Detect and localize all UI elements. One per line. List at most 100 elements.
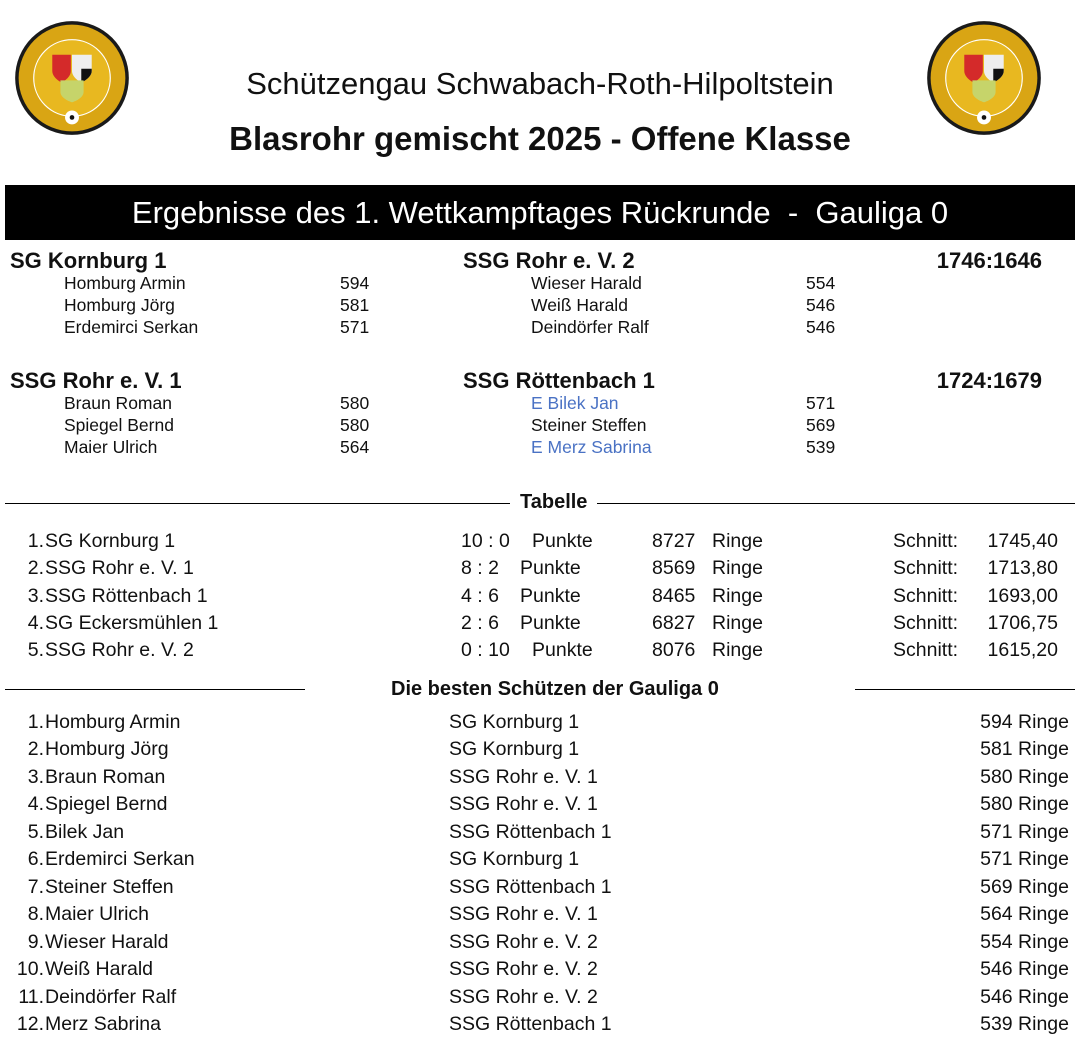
shooter-name: Spiegel Bernd xyxy=(45,793,168,816)
average-label: Schnitt: xyxy=(893,530,959,552)
player-name: E Bilek Jan xyxy=(531,393,619,413)
club-name: SSG Röttenbach 1 xyxy=(449,820,612,843)
player-score: 564 xyxy=(340,437,370,457)
player-score: 594 xyxy=(340,273,370,293)
table-row: 3. Braun Roman SSG Rohr e. V. 1 580 Ringe xyxy=(0,766,1080,793)
club-name: SG Kornburg 1 xyxy=(449,711,580,733)
rings: 554 Ringe xyxy=(980,930,1069,953)
player-name: E Merz Sabrina xyxy=(531,437,652,457)
rings: 8569 xyxy=(652,557,696,580)
club-logo-left xyxy=(15,21,129,135)
player-name: Steiner Steffen xyxy=(531,415,647,435)
average-label: Schnitt: xyxy=(893,557,959,580)
club-name: SSG Rohr e. V. 1 xyxy=(449,793,598,816)
home-team-name: SG Kornburg 1 xyxy=(10,248,167,273)
shooter-name: Steiner Steffen xyxy=(45,875,174,898)
table-row: 11. Deindörfer Ralf SSG Rohr e. V. 2 546 Ri… xyxy=(0,986,1080,1013)
team-name: SSG Rohr e. V. 2 xyxy=(45,639,194,662)
player-score: 554 xyxy=(806,273,836,293)
rings: 8465 xyxy=(652,584,696,607)
table-row: 8. Maier Ulrich SSG Rohr e. V. 1 564 Ringe xyxy=(0,903,1080,930)
team-name: SSG Rohr e. V. 1 xyxy=(45,557,194,580)
rings: 569 Ringe xyxy=(980,875,1069,898)
table-heading: Tabelle xyxy=(510,491,598,514)
club-name: SSG Rohr e. V. 2 xyxy=(449,985,598,1008)
average-label: Schnitt: xyxy=(893,639,959,662)
player-score: 580 xyxy=(340,415,370,435)
shooter-name: Merz Sabrina xyxy=(45,1012,161,1035)
player-name: Homburg Armin xyxy=(64,273,186,293)
rings: 580 Ringe xyxy=(980,765,1069,788)
player-name: Maier Ulrich xyxy=(64,437,158,457)
rings: 546 Ringe xyxy=(980,958,1069,981)
points-label: Punkte xyxy=(532,530,593,552)
club-name: SG Kornburg 1 xyxy=(449,738,580,761)
rank: 1. xyxy=(27,530,44,552)
rank: 12. xyxy=(16,1012,44,1035)
player-score: 569 xyxy=(806,415,836,435)
rings-label: Ringe xyxy=(712,639,763,662)
average: 1713,80 xyxy=(987,557,1059,580)
best-shooters-heading: Die besten Schützen der Gauliga 0 xyxy=(381,678,729,701)
rank: 7. xyxy=(27,875,44,898)
rank: 9. xyxy=(27,930,44,953)
table-row: 6. Erdemirci Serkan SG Kornburg 1 571 Ringe xyxy=(0,848,1080,875)
points: 8 : 2 xyxy=(461,557,499,580)
points-label: Punkte xyxy=(520,611,581,634)
shooter-name: Maier Ulrich xyxy=(45,903,150,926)
rings: 546 Ringe xyxy=(980,985,1069,1008)
rank: 10. xyxy=(16,958,44,981)
rings: 8076 xyxy=(652,639,696,662)
rings-label: Ringe xyxy=(712,557,763,580)
club-name: SSG Rohr e. V. 1 xyxy=(449,903,598,926)
club-name: SSG Röttenbach 1 xyxy=(449,1012,612,1035)
points: 2 : 6 xyxy=(461,611,499,634)
rings: 539 Ringe xyxy=(980,1012,1069,1035)
rank: 8. xyxy=(27,903,44,926)
rings: 571 Ringe xyxy=(980,820,1069,843)
rank: 4. xyxy=(27,611,44,634)
table-row: 2. SSG Rohr e. V. 1 8 : 2 Punkte 8569 Ringe Sc… xyxy=(0,557,1080,584)
average-label: Schnitt: xyxy=(893,611,959,634)
away-team-name: SSG Rohr e. V. 2 xyxy=(463,248,635,273)
rings: 564 Ringe xyxy=(980,903,1069,926)
shooter-name: Bilek Jan xyxy=(45,820,125,843)
team-name: SSG Röttenbach 1 xyxy=(45,584,208,607)
rank: 11. xyxy=(18,985,44,1008)
player-score: 571 xyxy=(340,317,370,337)
rings: 571 Ringe xyxy=(980,848,1069,871)
rings: 6827 xyxy=(652,611,696,634)
points-label: Punkte xyxy=(520,557,581,580)
table-row: 4. SG Eckersmühlen 1 2 : 6 Punkte 6827 Ringe S… xyxy=(0,612,1080,639)
shooter-name: Homburg Armin xyxy=(45,711,181,733)
club-logo-right xyxy=(927,21,1041,135)
player-name: Homburg Jörg xyxy=(64,295,175,315)
player-name: Spiegel Bernd xyxy=(64,415,174,435)
away-team-name: SSG Röttenbach 1 xyxy=(463,368,655,393)
average: 1615,20 xyxy=(987,639,1059,662)
results-banner: Ergebnisse des 1. Wettkampftages Rückrun… xyxy=(5,185,1075,240)
rings-label: Ringe xyxy=(712,611,763,634)
player-score: 571 xyxy=(806,393,836,413)
club-name: SSG Rohr e. V. 1 xyxy=(449,765,598,788)
points: 4 : 6 xyxy=(461,584,499,607)
club-name: SSG Röttenbach 1 xyxy=(449,875,612,898)
points-label: Punkte xyxy=(520,584,581,607)
rings: 581 Ringe xyxy=(980,738,1069,761)
shooter-name: Erdemirci Serkan xyxy=(45,848,195,871)
player-score: 580 xyxy=(340,393,370,413)
rank: 1. xyxy=(27,711,44,733)
table-row: 1. SG Kornburg 1 10 : 0 Punkte 8727 Ringe Schn… xyxy=(0,530,1080,557)
table-row: 5. SSG Rohr e. V. 2 0 : 10 Punkte 8076 Ringe S… xyxy=(0,639,1080,666)
shooter-name: Braun Roman xyxy=(45,765,166,788)
table-row: 3. SSG Röttenbach 1 4 : 6 Punkte 8465 Ringe Sc… xyxy=(0,585,1080,612)
club-name: SSG Rohr e. V. 2 xyxy=(449,958,598,981)
rings: 8727 xyxy=(652,530,696,552)
table-row: 10. Weiß Harald SSG Rohr e. V. 2 546 Ringe xyxy=(0,958,1080,985)
rank: 6. xyxy=(27,848,44,871)
rings: 594 Ringe xyxy=(980,711,1069,733)
average: 1745,40 xyxy=(987,530,1059,552)
player-name: Deindörfer Ralf xyxy=(531,317,649,337)
player-score: 546 xyxy=(806,317,836,337)
rings: 580 Ringe xyxy=(980,793,1069,816)
